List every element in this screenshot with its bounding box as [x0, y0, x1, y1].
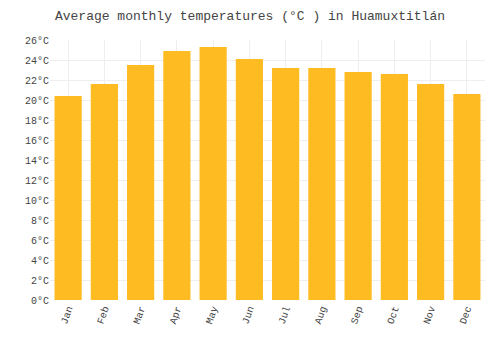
svg-text:May: May: [204, 305, 220, 326]
svg-text:Aug: Aug: [313, 305, 329, 326]
svg-text:6°C: 6°C: [31, 236, 49, 247]
svg-text:Mar: Mar: [132, 305, 148, 326]
svg-text:0°C: 0°C: [31, 296, 49, 307]
svg-text:2°C: 2°C: [31, 276, 49, 287]
svg-text:Nov: Nov: [422, 305, 438, 326]
svg-text:26°C: 26°C: [25, 36, 49, 47]
svg-text:20°C: 20°C: [25, 96, 49, 107]
svg-text:8°C: 8°C: [31, 216, 49, 227]
svg-text:4°C: 4°C: [31, 256, 49, 267]
svg-text:Jul: Jul: [277, 305, 293, 326]
svg-text:10°C: 10°C: [25, 196, 49, 207]
svg-text:16°C: 16°C: [25, 136, 49, 147]
svg-text:Dec: Dec: [458, 305, 474, 326]
svg-text:Feb: Feb: [95, 305, 111, 326]
svg-text:14°C: 14°C: [25, 156, 49, 167]
svg-text:Oct: Oct: [385, 305, 401, 326]
svg-text:Average monthly temperatures (: Average monthly temperatures (°C ) in Hu…: [55, 9, 445, 24]
svg-text:24°C: 24°C: [25, 56, 49, 67]
svg-text:12°C: 12°C: [25, 176, 49, 187]
svg-text:Jan: Jan: [59, 305, 75, 326]
svg-text:Apr: Apr: [168, 305, 184, 326]
svg-text:Jun: Jun: [240, 305, 256, 326]
svg-text:18°C: 18°C: [25, 116, 49, 127]
svg-text:Sep: Sep: [349, 305, 365, 326]
svg-text:22°C: 22°C: [25, 76, 49, 87]
